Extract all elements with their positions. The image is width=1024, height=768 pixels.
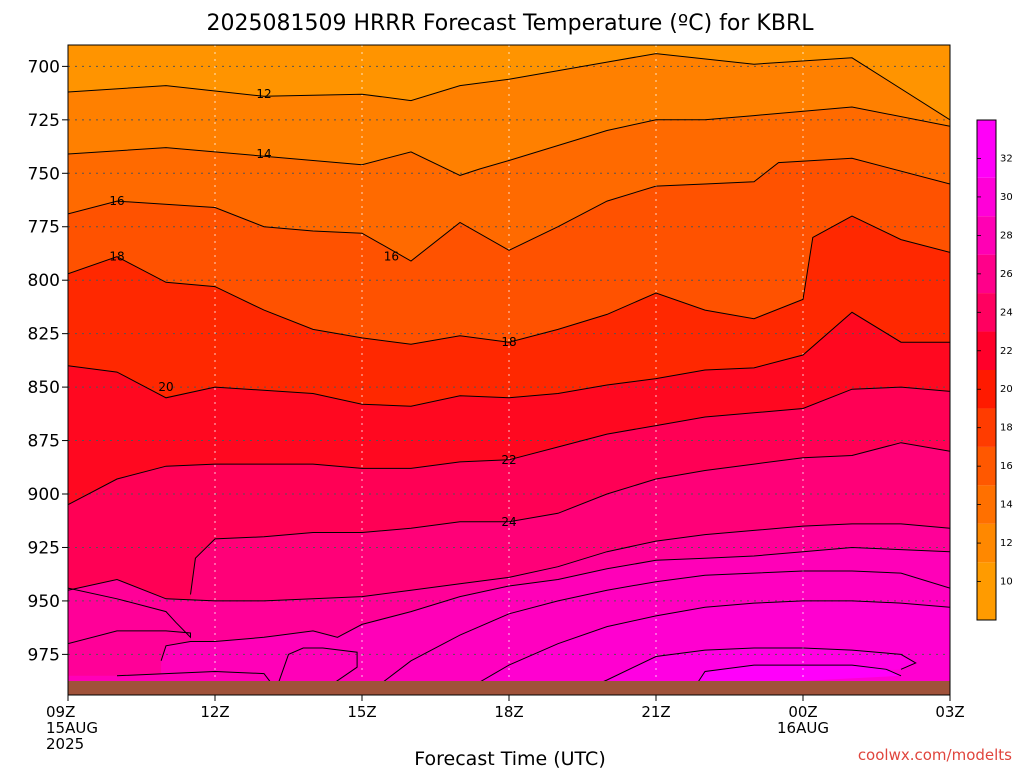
contour-label: 18	[109, 250, 124, 264]
credit-text: coolwx.com/modelts	[858, 746, 1012, 764]
isotherm-contours: 12 14 16 18 20 22 24 16 18	[68, 53, 950, 692]
contour-label: 20	[158, 380, 173, 394]
colorbar-frame	[976, 119, 997, 621]
colorbar-label: 16	[1000, 461, 1013, 472]
chart-title: 2025081509 HRRR Forecast Temperature (ºC…	[207, 11, 815, 36]
colorbar-swatch	[977, 408, 996, 447]
colorbar-swatch	[977, 523, 996, 563]
colorbar-label: 14	[1000, 500, 1013, 511]
y-tick-label: 725	[28, 111, 60, 131]
colorbar-swatch	[977, 254, 996, 294]
contour-label: 12	[256, 87, 271, 101]
colorbar-label: 30	[1000, 192, 1013, 203]
contour-line	[278, 647, 358, 692]
y-tick-label: 825	[28, 325, 60, 345]
contour-line	[68, 311, 950, 407]
contour-line	[68, 106, 950, 176]
x-tick-label: 09Z	[46, 703, 75, 721]
colorbar-label: 26	[1000, 269, 1013, 280]
colorbar-swatch	[977, 331, 996, 370]
x-tick-label: 15Z	[347, 703, 376, 721]
y-tick-label: 875	[28, 432, 60, 452]
contour-label: 14	[256, 147, 271, 161]
y-tick-label: 750	[28, 164, 60, 184]
x-tick-label: 21Z	[641, 703, 670, 721]
colorbar-swatch	[977, 485, 996, 524]
contour-line	[694, 664, 902, 687]
y-tick-label: 775	[28, 218, 60, 238]
colorbar-label: 28	[1000, 230, 1013, 241]
contour-line	[68, 157, 950, 262]
contour-line	[68, 215, 950, 345]
contour-line	[190, 442, 950, 595]
contour-line	[160, 546, 950, 661]
colorbar-label: 18	[1000, 423, 1013, 434]
colorbar-swatch	[977, 293, 996, 332]
contour-line	[68, 587, 191, 645]
contour-line	[68, 53, 950, 121]
colorbar-swatch	[977, 370, 996, 409]
x-tick-label: 03Z	[935, 703, 964, 721]
x-tick-label: 15AUG	[46, 719, 98, 737]
x-tick-label: 00Z	[788, 703, 817, 721]
y-tick-label: 850	[28, 378, 60, 398]
y-tick-label: 950	[28, 592, 60, 612]
y-tick-label: 700	[28, 57, 60, 77]
colorbar-swatch	[977, 446, 996, 486]
x-tick-label: 18Z	[494, 703, 523, 721]
colorbar-label: 24	[1000, 307, 1013, 318]
colorbar-swatch	[977, 562, 996, 620]
contour-line	[116, 670, 275, 687]
colorbar-label: 32	[1000, 153, 1013, 164]
contour-label: 22	[501, 453, 516, 467]
contour-line	[582, 647, 917, 692]
y-tick-label: 925	[28, 538, 60, 558]
colorbar-swatch	[977, 216, 996, 255]
ground-band	[68, 681, 950, 695]
y-axis-ticks: 700 725 750 775 800 825 850 875 900 925 950 975	[28, 57, 68, 665]
colorbar-swatch	[977, 177, 996, 217]
contour-label: 16	[384, 250, 399, 264]
grid-lines	[68, 45, 950, 695]
contour-line	[68, 386, 950, 506]
colorbar-label: 10	[1000, 577, 1013, 588]
colorbar-label: 20	[1000, 384, 1013, 395]
contour-label: 24	[501, 515, 516, 529]
x-tick-label: 12Z	[200, 703, 229, 721]
colorbar-label: 12	[1000, 538, 1013, 549]
temperature-band-bump	[68, 588, 191, 644]
plot-area	[68, 45, 950, 695]
x-tick-label: 2025	[46, 735, 84, 753]
x-axis-label: Forecast Time (UTC)	[414, 748, 605, 768]
y-tick-label: 800	[28, 271, 60, 291]
colorbar: 10 12 14 16 18 20 22 24 26 28 30 32	[976, 119, 1013, 621]
colorbar-label: 22	[1000, 346, 1013, 357]
contour-label: 16	[109, 194, 124, 208]
x-tick-label: 16AUG	[777, 719, 829, 737]
y-tick-label: 900	[28, 485, 60, 505]
contour-line	[464, 600, 950, 692]
y-tick-label: 975	[28, 645, 60, 665]
contour-line	[371, 570, 950, 692]
contour-label: 18	[501, 335, 516, 349]
colorbar-swatch	[977, 120, 996, 178]
contour-line	[68, 523, 950, 602]
